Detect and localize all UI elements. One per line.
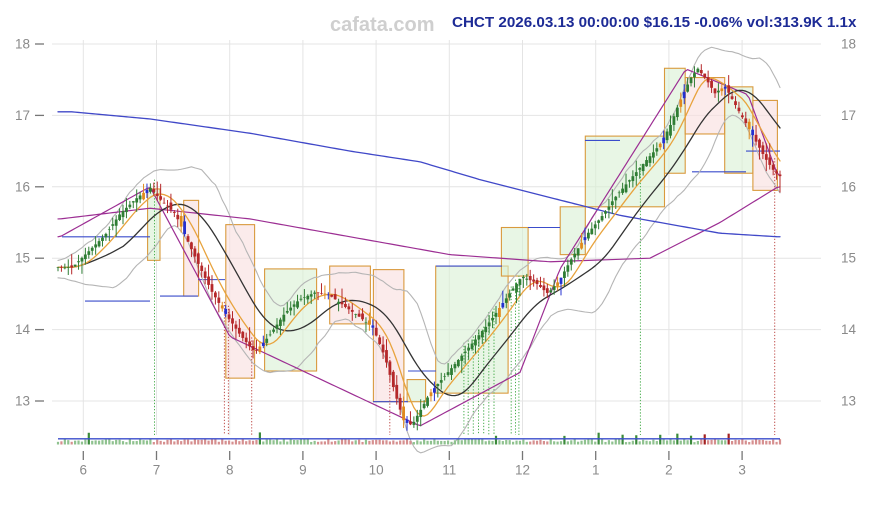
svg-text:9: 9 <box>299 463 307 478</box>
svg-text:6: 6 <box>80 463 88 478</box>
svg-text:16: 16 <box>841 179 856 194</box>
svg-text:15: 15 <box>15 251 30 266</box>
svg-text:2: 2 <box>665 463 673 478</box>
svg-text:18: 18 <box>841 37 856 52</box>
svg-text:13: 13 <box>841 394 856 409</box>
svg-text:8: 8 <box>226 463 234 478</box>
svg-text:16: 16 <box>15 179 30 194</box>
svg-text:7: 7 <box>153 463 161 478</box>
svg-text:14: 14 <box>841 322 857 337</box>
svg-text:1: 1 <box>592 463 600 478</box>
svg-text:17: 17 <box>15 108 30 123</box>
svg-text:12: 12 <box>515 463 530 478</box>
svg-text:10: 10 <box>369 463 384 478</box>
svg-text:14: 14 <box>15 322 31 337</box>
svg-text:15: 15 <box>841 251 856 266</box>
svg-text:11: 11 <box>442 463 456 478</box>
svg-text:3: 3 <box>738 463 746 478</box>
svg-text:17: 17 <box>841 108 856 123</box>
svg-text:13: 13 <box>15 394 30 409</box>
svg-text:18: 18 <box>15 37 30 52</box>
